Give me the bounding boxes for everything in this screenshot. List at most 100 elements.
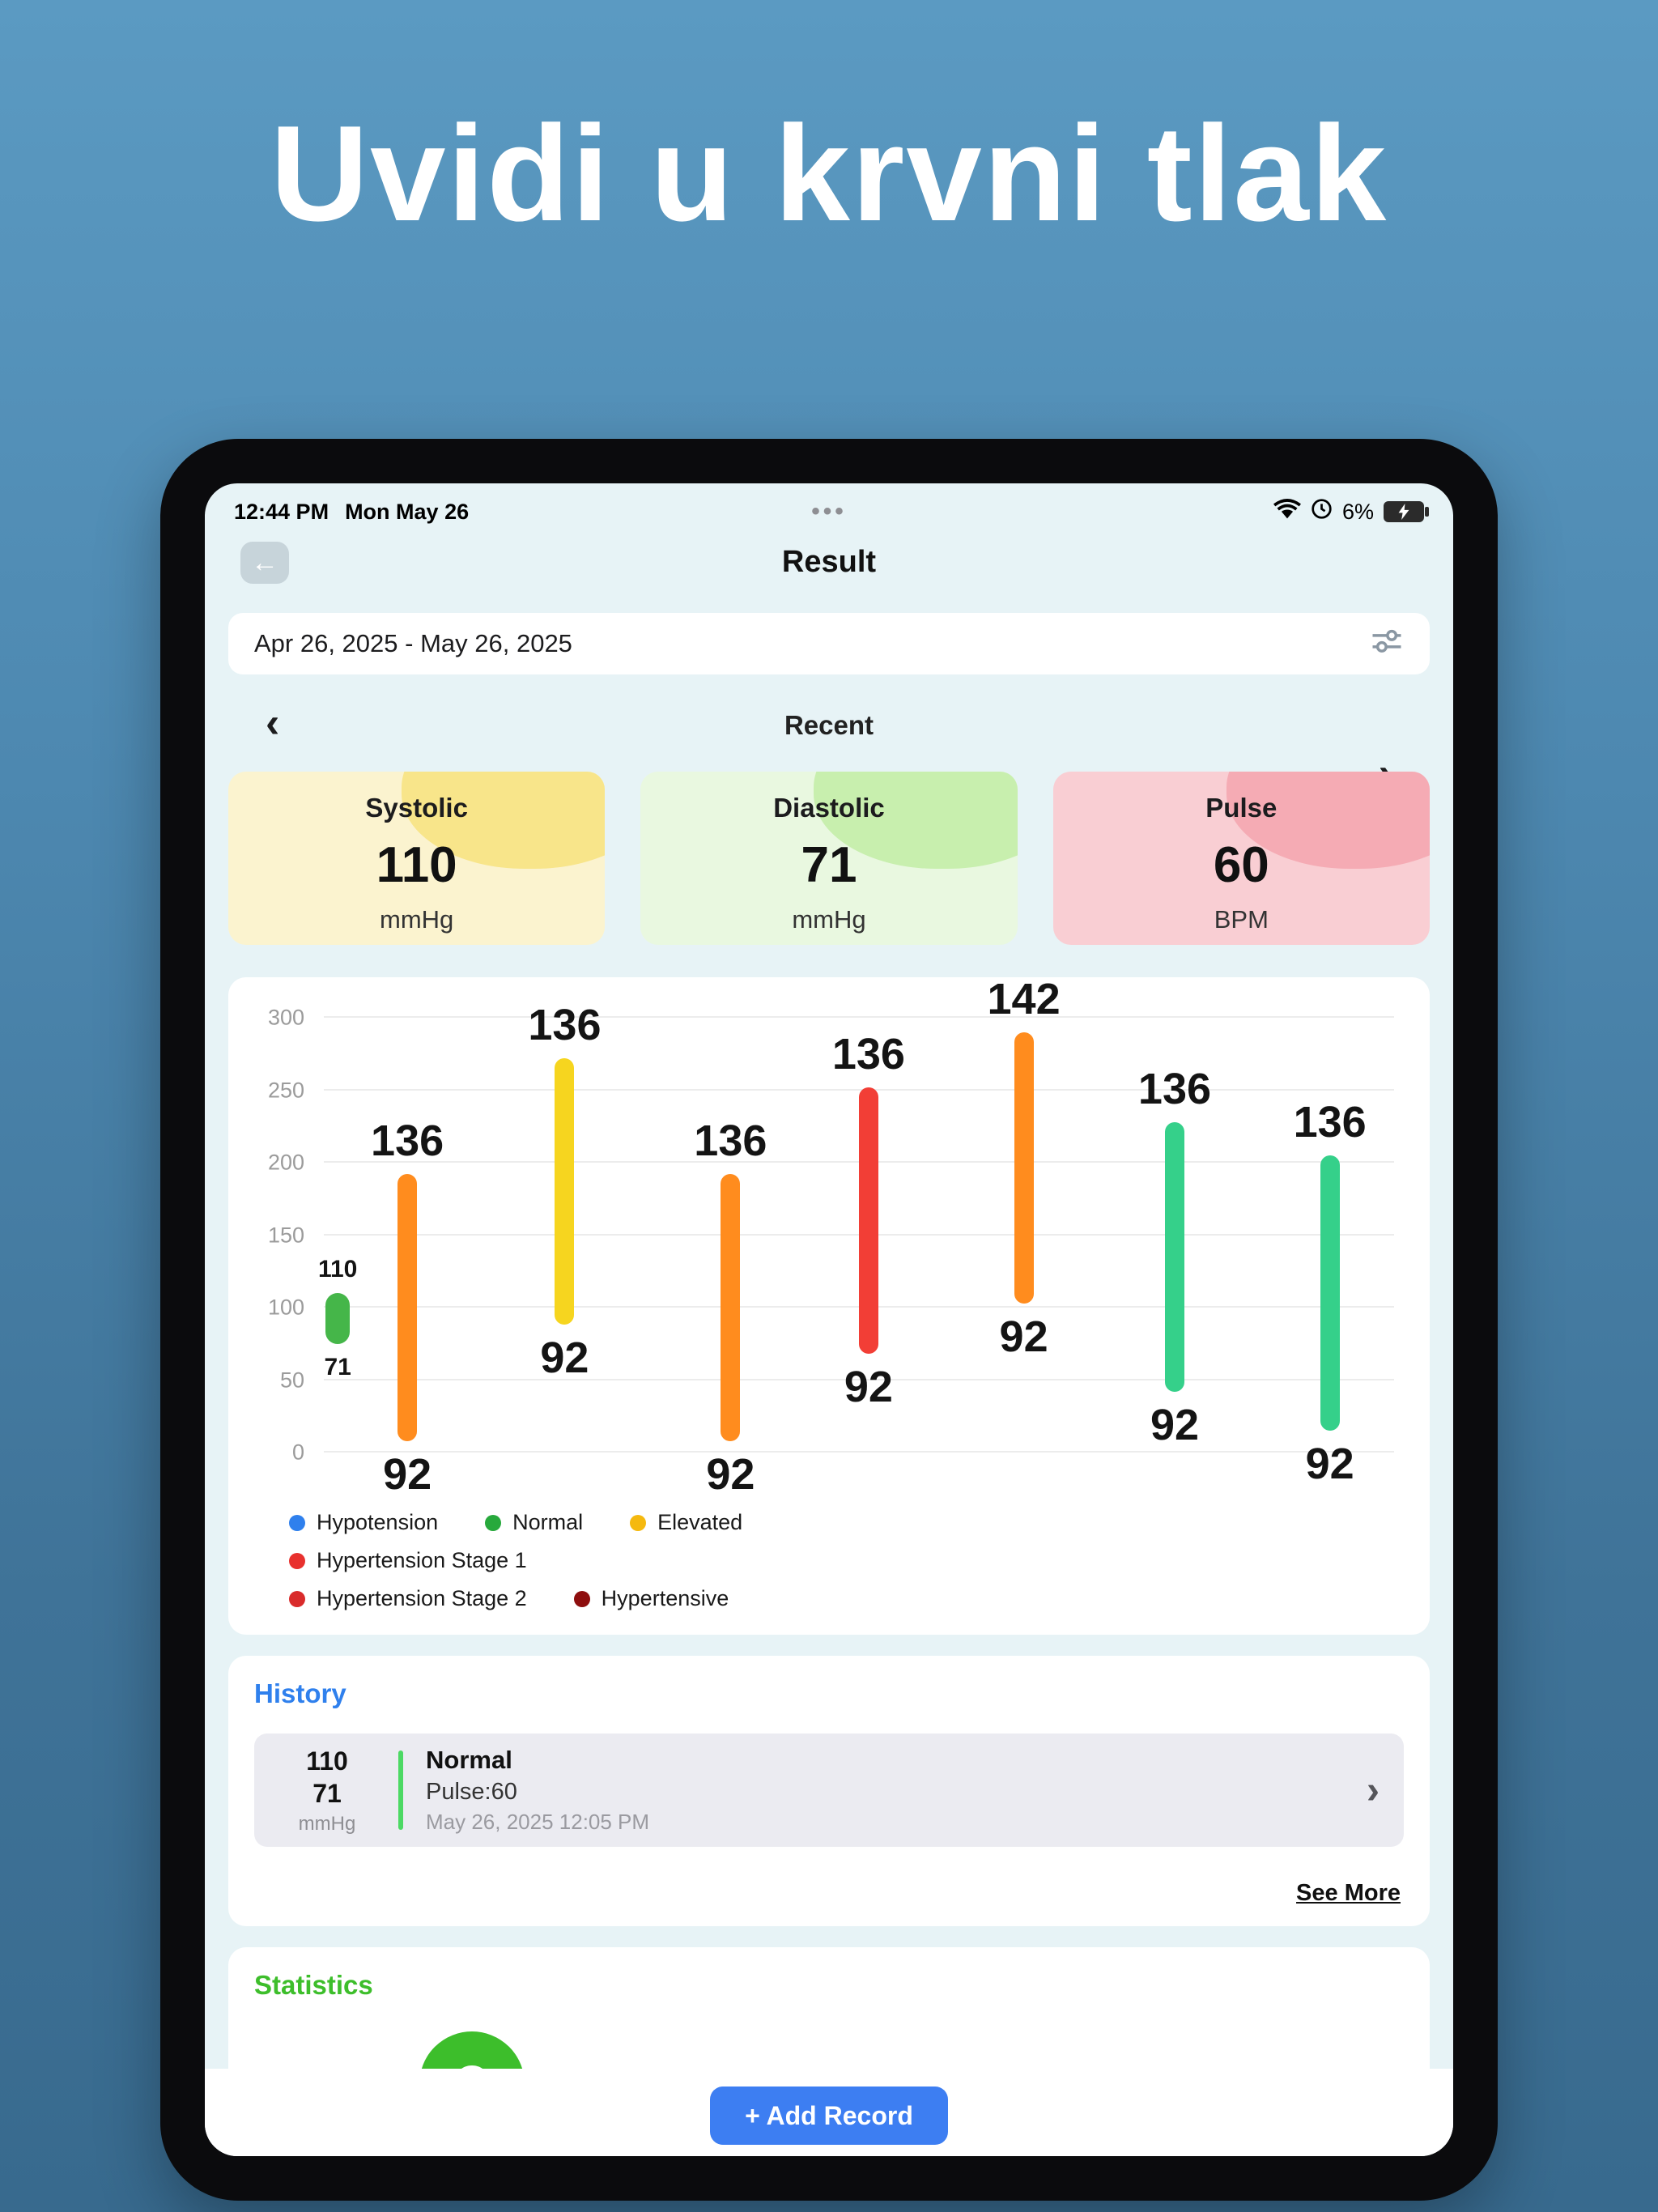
clock-icon	[1311, 498, 1333, 525]
chart-bar	[1014, 1032, 1034, 1304]
gridline	[324, 1451, 1394, 1453]
y-axis-tick-label: 200	[267, 1150, 304, 1175]
bar-bottom-label: 71	[324, 1353, 351, 1380]
entry-chevron-icon: ›	[1367, 1768, 1380, 1812]
bar-top-label: 136	[1137, 1064, 1212, 1113]
bar-bottom-label: 92	[383, 1449, 432, 1499]
card-title: Diastolic	[773, 793, 885, 823]
bar-bottom-label: 92	[844, 1363, 893, 1412]
app-screen: 12:44 PM Mon May 26 •••	[205, 483, 1453, 2156]
page-title: Result	[781, 545, 877, 579]
legend-dot-icon	[289, 1590, 305, 1607]
diastolic-card: Diastolic 71 mmHg	[640, 772, 1018, 945]
status-date: Mon May 26	[345, 499, 470, 524]
battery-icon	[1384, 501, 1429, 522]
card-unit: BPM	[1214, 905, 1269, 934]
history-entry-row[interactable]: 110 71 mmHg Normal Pulse:60 May 26, 2025…	[254, 1733, 1404, 1847]
legend-label: Hypertension Stage 2	[317, 1586, 527, 1610]
ipad-frame: 12:44 PM Mon May 26 •••	[160, 439, 1498, 2201]
y-axis-tick-label: 150	[267, 1223, 304, 1247]
blood-pressure-chart-card: 0 50 100 150 200 250 300 110 71 136 92 136 92 136 92 13…	[228, 977, 1430, 1635]
y-axis-tick-label: 0	[291, 1440, 304, 1465]
legend-item: Elevated	[630, 1510, 742, 1535]
period-selector: ‹ Recent ›	[228, 700, 1430, 796]
legend-item: Hypertension Stage 1	[289, 1548, 527, 1573]
card-value: 60	[1213, 837, 1269, 893]
bar-top-label: 110	[317, 1256, 358, 1283]
back-arrow-icon: ←	[251, 547, 278, 578]
systolic-card: Systolic 110 mmHg	[228, 772, 606, 945]
chart-bar	[1320, 1155, 1340, 1431]
legend-label: Normal	[512, 1510, 584, 1534]
entry-pulse: Pulse:60	[426, 1779, 517, 1805]
chevron-left-icon[interactable]: ‹	[266, 700, 280, 747]
card-title: Pulse	[1205, 793, 1278, 823]
legend-dot-icon	[630, 1514, 647, 1531]
chart-legend: Hypotension Normal Elevated Hypertension St…	[289, 1510, 742, 1611]
bar-top-label: 142	[987, 974, 1061, 1023]
y-axis-tick-label: 250	[267, 1078, 304, 1102]
legend-row: Hypotension Normal Elevated	[289, 1510, 742, 1535]
chart-bar	[1164, 1121, 1184, 1392]
chart-bar	[555, 1058, 575, 1325]
gridline	[324, 1016, 1394, 1018]
gridline	[324, 1088, 1394, 1091]
pulse-card: Pulse 60 BPM	[1052, 772, 1430, 945]
status-bar: 12:44 PM Mon May 26 •••	[205, 493, 1453, 530]
hero-title: Uvidi u krvni tlak	[270, 97, 1388, 249]
bottom-bar: + Add Record	[205, 2069, 1453, 2156]
period-label: Recent	[784, 710, 874, 740]
bar-top-label: 136	[1293, 1098, 1367, 1147]
card-title: Systolic	[365, 793, 468, 823]
legend-row: Hypertension Stage 1	[289, 1548, 742, 1573]
chart-bar	[721, 1174, 741, 1441]
entry-diastolic: 71	[312, 1779, 342, 1808]
summary-cards-row: Systolic 110 mmHg Diastolic 71 mmHg Puls…	[228, 772, 1430, 945]
entry-status: Normal	[426, 1746, 512, 1774]
legend-label: Hypertensive	[601, 1586, 729, 1610]
bar-bottom-label: 92	[706, 1449, 755, 1499]
chart-bar	[858, 1087, 878, 1355]
legend-row: Hypertension Stage 2 Hypertensive	[289, 1586, 742, 1611]
entry-datetime: May 26, 2025 12:05 PM	[426, 1810, 650, 1834]
legend-label: Hypotension	[317, 1510, 439, 1534]
card-value: 71	[801, 837, 857, 893]
history-heading: History	[254, 1678, 346, 1708]
wifi-icon	[1273, 498, 1301, 525]
legend-label: Elevated	[657, 1510, 743, 1534]
bar-top-label: 136	[831, 1029, 905, 1078]
back-button[interactable]: ←	[240, 542, 289, 584]
bar-top-label: 136	[694, 1117, 767, 1166]
date-range-bar[interactable]: Apr 26, 2025 - May 26, 2025	[228, 613, 1430, 674]
card-unit: mmHg	[380, 905, 454, 934]
nav-bar: ← Result	[205, 537, 1453, 595]
chart-bar	[397, 1174, 418, 1441]
entry-vitals: 110 71 mmHg	[278, 1745, 376, 1836]
battery-percent: 6%	[1341, 499, 1374, 524]
entry-systolic: 110	[306, 1746, 348, 1776]
legend-item: Hypotension	[289, 1510, 438, 1535]
bar-top-label: 136	[528, 1001, 602, 1050]
y-axis-tick-label: 100	[267, 1295, 304, 1320]
bar-bottom-label: 92	[1305, 1440, 1354, 1489]
legend-item: Normal	[485, 1510, 583, 1535]
bar-bottom-label: 92	[1150, 1400, 1200, 1449]
see-more-link[interactable]: See More	[1296, 1880, 1401, 1906]
chart-bar	[325, 1293, 351, 1344]
history-section: History 110 71 mmHg Normal Pulse:60 May …	[228, 1656, 1430, 1926]
chart-plot: 0 50 100 150 200 250 300 110 71 136 92 136 92 136 92 13…	[268, 977, 1394, 1496]
status-time: 12:44 PM	[234, 499, 329, 524]
gridline	[324, 1378, 1394, 1380]
legend-item: Hypertensive	[573, 1586, 729, 1611]
legend-item: Hypertension Stage 2	[289, 1586, 527, 1611]
card-value: 110	[376, 837, 457, 893]
legend-dot-icon	[289, 1552, 305, 1569]
y-axis-tick-label: 50	[279, 1368, 304, 1392]
statistics-heading: Statistics	[254, 1970, 373, 2000]
date-range-text: Apr 26, 2025 - May 26, 2025	[254, 629, 572, 657]
filter-sliders-icon[interactable]	[1370, 626, 1404, 661]
legend-dot-icon	[485, 1514, 502, 1531]
add-record-button[interactable]: + Add Record	[710, 2087, 948, 2145]
entry-unit: mmHg	[298, 1813, 356, 1835]
